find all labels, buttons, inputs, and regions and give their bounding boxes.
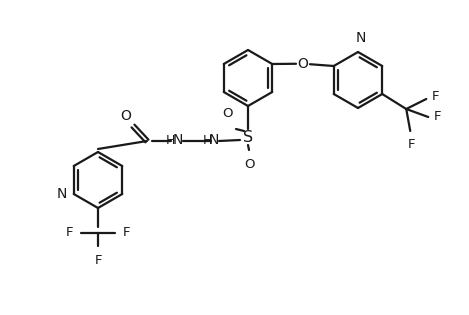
Text: F: F xyxy=(66,226,73,239)
Text: O: O xyxy=(297,57,309,71)
Text: H: H xyxy=(166,134,175,146)
Text: F: F xyxy=(94,254,102,267)
Text: N: N xyxy=(356,31,366,45)
Text: O: O xyxy=(222,107,232,120)
Text: O: O xyxy=(121,109,131,123)
Text: N: N xyxy=(209,133,219,147)
Text: O: O xyxy=(244,158,254,171)
Text: F: F xyxy=(434,111,442,123)
Text: F: F xyxy=(432,90,440,104)
Text: F: F xyxy=(408,138,415,151)
Text: N: N xyxy=(173,133,183,147)
Text: N: N xyxy=(56,187,67,201)
Text: H: H xyxy=(203,134,212,146)
Text: F: F xyxy=(123,226,130,239)
Text: S: S xyxy=(243,130,253,146)
